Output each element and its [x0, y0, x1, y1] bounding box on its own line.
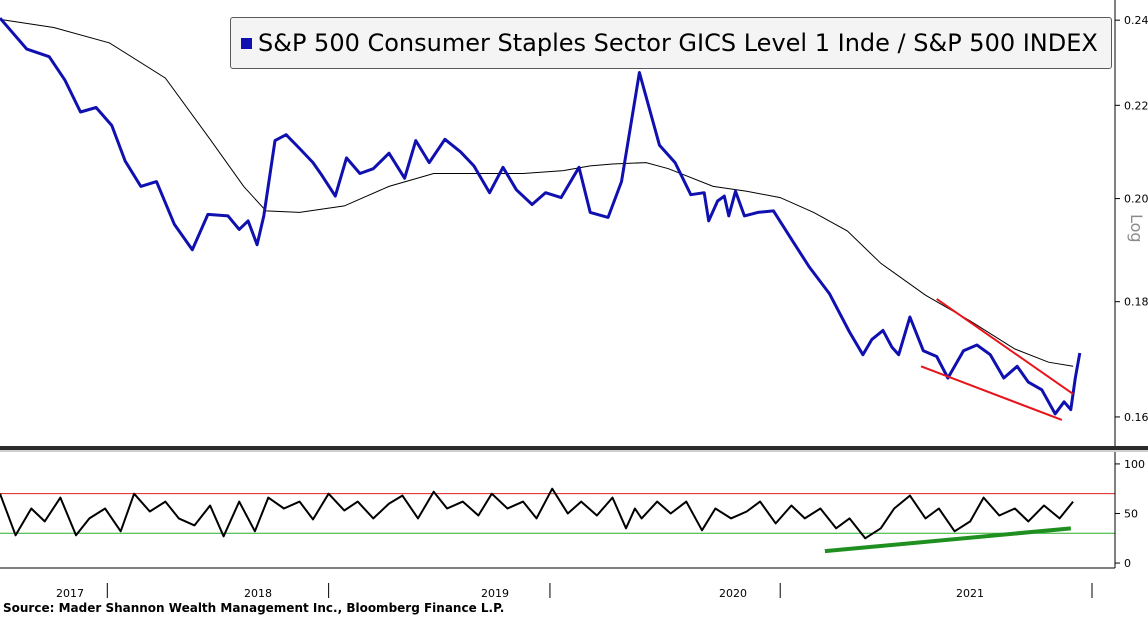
main-y-tick-label: 0.20	[1124, 193, 1148, 206]
osc-y-tick-label: 100	[1124, 458, 1145, 471]
panel-divider	[0, 446, 1148, 450]
main-y-tick-label: 0.24	[1124, 14, 1148, 27]
oscillator-panel: 0 50 100	[0, 458, 1145, 570]
legend-swatch-icon	[241, 37, 252, 49]
moving-average-line	[0, 18, 1074, 367]
x-axis-year-label: 2019	[481, 587, 509, 600]
legend-box: S&P 500 Consumer Staples Sector GICS Lev…	[230, 17, 1112, 69]
ratio-line	[0, 17, 1082, 416]
osc-y-tick-label: 50	[1124, 507, 1138, 520]
main-price-panel: 0.16 0.18 0.20 0.22 0.24 Log	[0, 14, 1148, 424]
oscillator-line	[0, 487, 1074, 540]
main-y-tick-label: 0.22	[1124, 99, 1148, 112]
x-axis-year-label: 2018	[244, 587, 272, 600]
source-caption: Source: Mader Shannon Wealth Management …	[3, 601, 505, 615]
main-y-tick-label: 0.16	[1124, 411, 1148, 424]
x-axis-year-label: 2020	[719, 587, 747, 600]
panel-divider-shadow	[0, 450, 1148, 452]
legend-label: S&P 500 Consumer Staples Sector GICS Lev…	[258, 29, 1098, 57]
oscillator-trend-line	[824, 526, 1072, 554]
trend-line-upper	[936, 298, 1074, 395]
x-axis: 2017 2018 2019 2020 2021	[0, 567, 1115, 600]
x-axis-year-label: 2021	[956, 587, 984, 600]
trend-line-lower	[920, 365, 1063, 421]
log-scale-label: Log	[1127, 214, 1146, 243]
main-y-tick-label: 0.18	[1124, 296, 1148, 309]
osc-y-tick-label: 0	[1124, 557, 1131, 570]
x-axis-year-label: 2017	[56, 587, 84, 600]
